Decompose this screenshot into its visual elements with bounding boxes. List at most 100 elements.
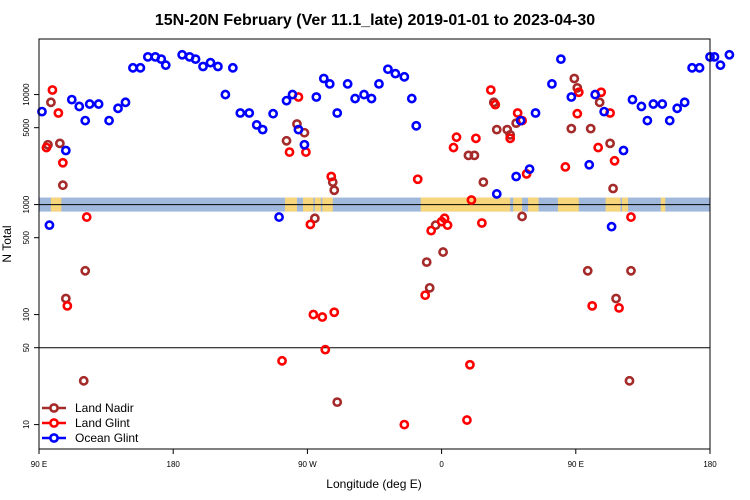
ocean-glint-point-41 [359,89,369,100]
series-land-nadir [43,73,636,408]
y-tick-label-1: 50 [22,343,31,352]
ocean-glint-point-12 [135,62,146,73]
chart-title: 15N-20N February (Ver 11.1_late) 2019-01… [155,12,595,29]
land-nadir-point-19 [469,150,480,161]
y-tick-label-5: 5000 [22,118,31,136]
ocean-glint-point-66 [657,99,668,109]
land-glint-point-23 [448,142,459,153]
land-nadir-point-37 [626,265,636,276]
ocean-glint-point-36 [318,73,329,84]
ocean-glint-point-70 [687,62,698,73]
ocean-glint-point-15 [156,54,167,65]
ocean-glint-point-34 [299,139,310,150]
land-nadir-point-30 [582,265,593,276]
y-tick-label-3: 500 [22,230,31,244]
y-axis-ticks: 10 50 100 500 1000 5000 10000 [22,83,39,429]
ocean-glint-point-8 [104,115,114,126]
ocean-glint-point-1 [44,220,55,231]
legend-label-land-glint: Land Glint [75,416,130,430]
ocean-glint-point-60 [606,221,617,232]
land-nadir-point-34 [608,183,618,194]
y-tick-label-4: 1000 [22,195,31,213]
ocean-glint-point-59 [599,106,610,117]
ocean-glint-point-27 [251,120,262,130]
x-tick-label-2: 90 W [298,460,317,469]
ocean-glint-point-57 [584,159,595,170]
reference-lines [39,204,710,349]
plot-frame [38,38,711,450]
land-nadir-point-20 [478,177,489,188]
ocean-glint-point-10 [120,97,131,108]
land-nadir-point-12 [329,185,340,196]
ocean-glint-point-48 [411,120,422,131]
y-tick-label-0: 10 [22,420,31,429]
ocean-glint-point-29 [268,108,279,119]
ocean-glint-point-11 [128,62,138,73]
land-glint-point-40 [593,142,604,153]
ocean-glint-point-6 [84,99,95,109]
land-glint-point-26 [465,359,475,370]
land-nadir-point-4 [60,293,71,304]
ocean-glint-point-73 [709,52,720,62]
ocean-glint-point-9 [113,103,123,114]
legend-marker-land-glint [49,418,59,428]
ocean-glint-point-2 [60,145,71,156]
ocean-glint-point-38 [332,108,343,118]
land-nadir-point-5 [78,375,89,386]
ocean-glint-point-31 [281,95,292,106]
land-glint-point-14 [326,171,337,182]
series-land-glint [41,85,636,430]
land-glint-point-33 [512,108,523,118]
ocean-glint-point-21 [205,57,216,68]
ocean-glint-point-71 [694,62,705,73]
ocean-glint-point-74 [715,60,726,71]
land-glint-point-31 [490,99,501,110]
ocean-glint-point-7 [93,99,104,109]
ocean-glint-point-28 [257,124,268,135]
data-points [37,49,735,430]
ocean-glint-point-56 [566,92,577,102]
legend-marker-ocean-glint [49,433,59,443]
land-nadir-point-22 [491,124,502,135]
ocean-glint-point-55 [555,54,566,65]
ocean-glint-point-25 [235,108,246,118]
ocean-glint-point-64 [642,115,653,126]
land-nadir-point-27 [566,123,577,134]
land-glint-point-9 [301,147,311,157]
land-glint-point-22 [442,220,453,231]
ocean-glint-point-43 [374,79,384,89]
ocean-glint-point-52 [524,164,535,175]
ocean-glint-point-47 [406,93,417,104]
ocean-glint-point-3 [66,94,77,105]
ocean-glint-point-50 [511,171,522,182]
land-nadir-point-32 [594,97,605,108]
ocean-glint-point-45 [390,68,401,79]
ocean-glint-point-69 [679,97,690,108]
land-nadir-point-24 [505,129,516,140]
ocean-glint-point-35 [311,92,322,102]
ocean-glint-point-68 [672,103,683,114]
ocean-glint-point-17 [177,49,188,60]
legend-item-land-nadir: Land Nadir [42,401,134,415]
land-glint-point-39 [587,300,598,311]
ocean-glint-point-53 [530,108,541,118]
land-glint-point-17 [412,174,423,185]
ocean-glint-point-61 [618,145,629,156]
ocean-glint-point-63 [636,101,647,112]
land-glint-point-18 [420,290,431,301]
land-glint-point-3 [57,157,68,168]
legend-label-land-nadir: Land Nadir [75,401,134,415]
land-glint-point-30 [485,85,496,95]
land-glint-point-29 [476,218,487,228]
ocean-glint-point-51 [515,115,526,126]
land-nadir-point-14 [421,257,432,267]
land-nadir-point-26 [517,211,528,222]
land-nadir-point-1 [46,97,56,108]
legend-label-ocean-glint: Ocean Glint [75,431,139,445]
land-glint-point-19 [426,225,437,236]
ocean-glint-point-20 [198,61,208,72]
land-glint-point-16 [399,419,410,430]
land-glint-point-7 [284,147,295,157]
